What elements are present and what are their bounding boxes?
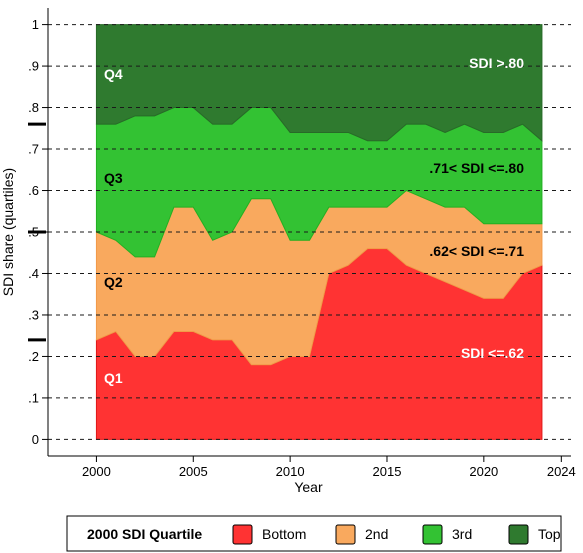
legend-swatch-top (508, 524, 529, 545)
legend-label-2nd: 2nd (365, 526, 388, 542)
band-label-q2: Q2 (104, 274, 123, 290)
y-tick-label: .4 (28, 266, 39, 281)
legend-label-top: Top (538, 526, 561, 542)
band-label-q1: Q1 (104, 370, 123, 386)
y-tick-label: .9 (28, 59, 39, 74)
legend-label-3rd: 3rd (452, 526, 472, 542)
y-tick-label: .7 (28, 142, 39, 157)
band-label-sdi-62: SDI <=.62 (461, 345, 524, 361)
band-label-71-sdi-80: .71< SDI <=.80 (429, 160, 524, 176)
y-markers (28, 122, 46, 342)
y-axis-title: SDI share (quartiles) (0, 168, 16, 296)
y-tick-label: 0 (32, 432, 39, 447)
x-tick-label: 2015 (373, 464, 402, 479)
y-tick-label: 1 (32, 17, 39, 32)
x-axis-title: Year (294, 479, 323, 495)
band-label-sdi-80: SDI >.80 (469, 55, 524, 71)
legend-swatch-3rd (422, 524, 443, 545)
gridlines (48, 24, 571, 440)
band-labels: Q1 Q2 Q3 Q4 SDI <=.62 .62< SDI <=.71 .71< SDI … (104, 55, 524, 386)
y-tick-label: .2 (28, 349, 39, 364)
x-tick-label: 2000 (82, 464, 111, 479)
stacked-areas (95, 24, 543, 440)
y-tick-label: .8 (28, 100, 39, 115)
legend: 2000 SDI Quartile Bottom 2nd 3rd Top (66, 515, 562, 552)
x-tick-label: 2020 (469, 464, 498, 479)
legend-label-bottom: Bottom (262, 526, 306, 542)
legend-swatch-bottom (232, 524, 253, 545)
x-tick-label: 2024 (547, 464, 576, 479)
y-tick-label: .6 (28, 183, 39, 198)
y-tick-label: .1 (28, 390, 39, 405)
band-label-q3: Q3 (104, 170, 123, 186)
x-tick-label: 2005 (179, 464, 208, 479)
axes: 0.1.2.3.4.5.6.7.8.9120002005201020152020… (0, 8, 576, 495)
x-tick-label: 2010 (276, 464, 305, 479)
band-label-62-sdi-71: .62< SDI <=.71 (429, 243, 524, 259)
y-tick-label: .3 (28, 307, 39, 322)
legend-title: 2000 SDI Quartile (87, 526, 202, 542)
band-label-q4: Q4 (104, 66, 123, 82)
legend-swatch-2nd (335, 524, 356, 545)
legend-box (66, 515, 562, 552)
